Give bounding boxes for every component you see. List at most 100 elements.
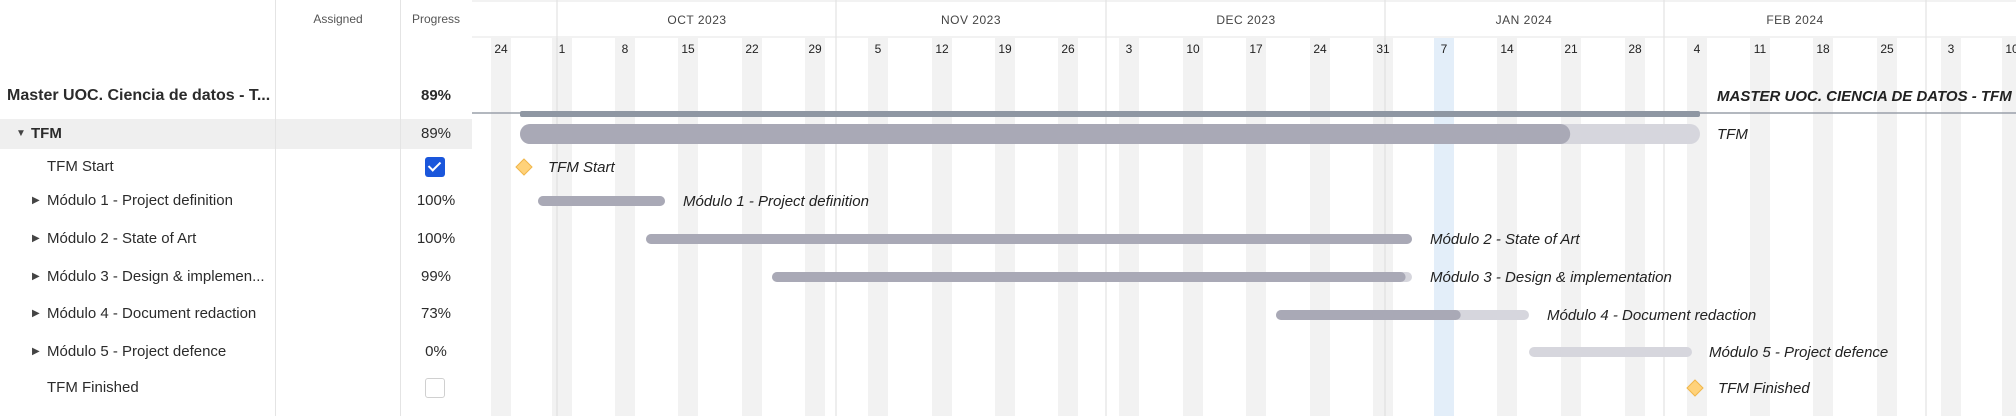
weekend-shading [1246, 38, 1266, 416]
weekend-shading [1561, 38, 1581, 416]
weekend-shading [678, 38, 698, 416]
week-label: 28 [1628, 42, 1642, 56]
task-list-panel: Assigned Progress Master UOC. Ciencia de… [0, 0, 472, 416]
task-row-tfm-start[interactable]: TFM Start [0, 152, 472, 182]
milestone-diamond-icon[interactable] [515, 158, 533, 176]
task-row-project[interactable]: Master UOC. Ciencia de datos - T... 89% [0, 81, 472, 111]
week-label: 10 [1186, 42, 1200, 56]
task-progress: 89% [420, 125, 452, 142]
bar-label: Módulo 5 - Project defence [1709, 344, 1888, 361]
expand-caret-icon[interactable]: ▶ [32, 233, 40, 244]
milestone-checkbox-checked[interactable] [425, 157, 445, 177]
bar-label: Módulo 4 - Document redaction [1547, 307, 1756, 324]
week-label: 5 [875, 42, 882, 56]
milestone-diamond-icon[interactable] [1686, 379, 1704, 397]
gantt-canvas: OCT 2023 NOV 2023 DEC 2023 JAN 2024 FEB 2024… [472, 0, 2016, 416]
weekend-shading [1310, 38, 1330, 416]
weekend-shading [491, 38, 511, 416]
weekend-shading [1183, 38, 1203, 416]
task-row-modulo-1[interactable]: ▶ Módulo 1 - Project definition 100% [0, 186, 472, 216]
task-name: Módulo 1 - Project definition [47, 192, 233, 209]
task-row-modulo-2[interactable]: ▶ Módulo 2 - State of Art 100% [0, 224, 472, 254]
bar-label: Módulo 3 - Design & implementation [1430, 269, 1672, 286]
task-name: TFM Start [47, 158, 114, 175]
progress-column-header[interactable]: Progress [411, 12, 461, 26]
week-label: 3 [1126, 42, 1133, 56]
weekend-shading [868, 38, 888, 416]
week-label: 15 [681, 42, 695, 56]
weekend-shading [1813, 38, 1833, 416]
week-label: 21 [1564, 42, 1578, 56]
project-summary-bar[interactable] [520, 111, 1700, 117]
expand-caret-icon[interactable]: ▶ [32, 346, 40, 357]
weekend-shading [1750, 38, 1770, 416]
column-divider [400, 0, 401, 416]
weekend-shading [1625, 38, 1645, 416]
month-label: DEC 2023 [1216, 13, 1275, 27]
weekend-shading [1373, 38, 1393, 416]
week-label: 4 [1694, 42, 1701, 56]
weekend-shading [1941, 38, 1961, 416]
task-row-modulo-5[interactable]: ▶ Módulo 5 - Project defence 0% [0, 337, 472, 367]
task-bar-progress [538, 196, 665, 206]
weekend-shading [2002, 38, 2016, 416]
weekend-shading [932, 38, 952, 416]
weekend-shading [1687, 38, 1707, 416]
task-name: TFM Finished [47, 379, 139, 396]
month-label: OCT 2023 [667, 13, 726, 27]
task-name: Master UOC. Ciencia de datos - T... [7, 87, 271, 104]
week-label: 12 [935, 42, 949, 56]
bar-label: TFM [1717, 126, 1748, 143]
week-label: 17 [1249, 42, 1263, 56]
month-label: FEB 2024 [1766, 13, 1823, 27]
task-name: Módulo 3 - Design & implemen... [47, 268, 265, 285]
today-highlight [1434, 38, 1454, 416]
tfm-bar-progress [520, 124, 1571, 144]
bar-label: MASTER UOC. CIENCIA DE DATOS - TFM [1717, 88, 2012, 105]
assigned-column-header[interactable]: Assigned [313, 12, 363, 26]
expand-caret-icon[interactable]: ▶ [32, 308, 40, 319]
month-label: NOV 2023 [941, 13, 1001, 27]
week-label: 10 [2005, 42, 2016, 56]
week-label: 26 [1061, 42, 1075, 56]
task-row-modulo-4[interactable]: ▶ Módulo 4 - Document redaction 73% [0, 299, 472, 329]
task-bar-track[interactable] [1529, 347, 1692, 357]
weekend-shading [805, 38, 825, 416]
gantt-timeline[interactable]: OCT 2023 NOV 2023 DEC 2023 JAN 2024 FEB 2024… [472, 0, 2016, 416]
week-label: 29 [808, 42, 822, 56]
weekend-shading [1058, 38, 1078, 416]
weekend-shading [1877, 38, 1897, 416]
week-label: 3 [1948, 42, 1955, 56]
weekend-shading [742, 38, 762, 416]
bar-label: Módulo 2 - State of Art [1430, 231, 1580, 248]
expand-caret-icon[interactable]: ▶ [32, 195, 40, 206]
task-name: Módulo 5 - Project defence [47, 343, 227, 360]
week-label: 31 [1376, 42, 1390, 56]
weekend-shading [552, 38, 572, 416]
task-progress: 100% [416, 230, 456, 247]
task-progress: 0% [425, 343, 447, 360]
week-label: 19 [998, 42, 1012, 56]
week-label: 14 [1500, 42, 1514, 56]
task-bar-progress [772, 272, 1406, 282]
bar-label: TFM Finished [1718, 380, 1810, 397]
task-progress: 73% [420, 305, 452, 322]
bar-label: TFM Start [548, 159, 615, 176]
task-row-modulo-3[interactable]: ▶ Módulo 3 - Design & implemen... 99% [0, 262, 472, 292]
task-progress: 100% [416, 192, 456, 209]
weekend-shading [1119, 38, 1139, 416]
milestone-checkbox-unchecked[interactable] [425, 378, 445, 398]
task-name: TFM [31, 125, 62, 142]
task-progress: 89% [420, 87, 452, 104]
week-label: 1 [559, 42, 566, 56]
task-name: Módulo 2 - State of Art [47, 230, 197, 247]
collapse-caret-icon[interactable]: ▼ [16, 128, 26, 139]
weekend-shading [995, 38, 1015, 416]
task-row-tfm-finished[interactable]: TFM Finished [0, 373, 472, 403]
weekend-shading [1497, 38, 1517, 416]
week-label: 18 [1816, 42, 1830, 56]
task-row-tfm[interactable]: ▼ TFM 89% [0, 119, 472, 149]
week-label: 7 [1441, 42, 1448, 56]
expand-caret-icon[interactable]: ▶ [32, 271, 40, 282]
task-progress: 99% [420, 268, 452, 285]
